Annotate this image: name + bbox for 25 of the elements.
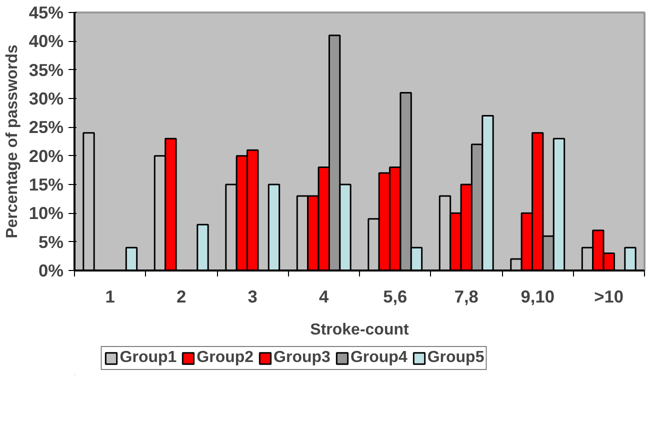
y-tick-label: 10%	[28, 203, 64, 224]
y-tick-label: 5%	[38, 232, 64, 252]
y-tick-label: 40%	[28, 31, 64, 52]
legend-label: Group4	[350, 349, 408, 367]
y-tick-label: 45%	[28, 2, 64, 22]
y-axis-title: Percentage of passwords	[4, 44, 21, 238]
y-tick-label: 15%	[28, 174, 64, 194]
x-tick-label: 1	[105, 286, 116, 306]
x-tick-label: >10	[594, 286, 624, 306]
legend-label: Group5	[427, 349, 484, 367]
legend-label: Group1	[120, 349, 177, 367]
x-tick-label: 2	[176, 286, 186, 306]
y-tick-label: 20%	[28, 146, 64, 166]
x-tick-label: 7,8	[454, 286, 479, 306]
x-axis-title: Stroke-count	[310, 322, 410, 338]
legend-label: Group3	[274, 349, 330, 367]
y-tick-label: 35%	[28, 60, 64, 80]
legend-label: Group2	[196, 349, 254, 367]
x-tick-label: 4	[319, 286, 330, 306]
x-tick-label: 3	[248, 286, 258, 306]
y-tick-label: 30%	[28, 88, 64, 108]
x-tick-label: 9,10	[520, 286, 554, 306]
x-tick-label: 5,6	[383, 286, 408, 306]
y-tick-label: 0%	[38, 260, 64, 280]
y-tick-label: 25%	[28, 117, 64, 138]
